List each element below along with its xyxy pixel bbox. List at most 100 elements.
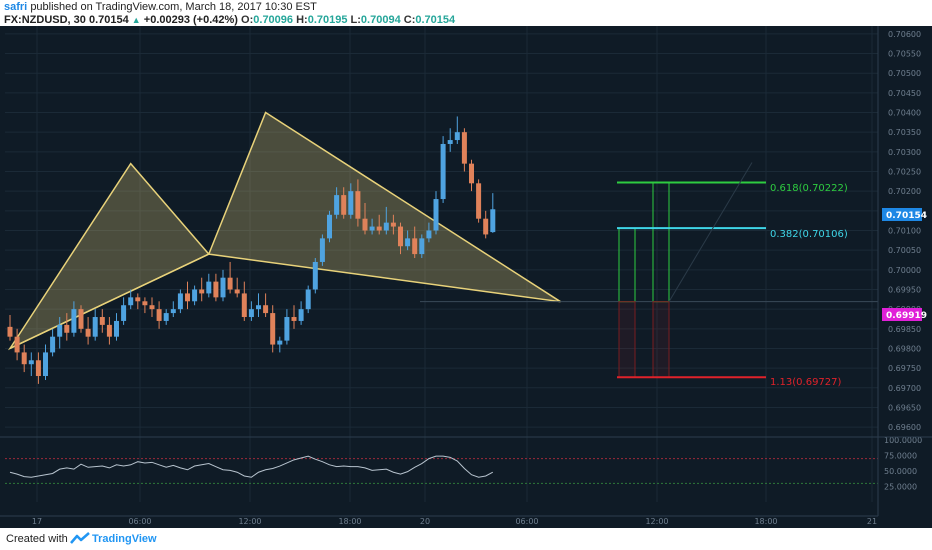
candle-body — [85, 328, 91, 337]
candle-body — [50, 336, 56, 353]
candle-body — [43, 352, 48, 377]
price-tick-label: 0.70200 — [888, 187, 921, 196]
symbol-label[interactable]: FX:NZDUSD, 30 — [4, 14, 86, 26]
last-price: 0.70154 — [88, 14, 129, 26]
candle-body — [78, 309, 84, 329]
fib-projection[interactable] — [420, 162, 878, 379]
price-tick-label: 0.70500 — [888, 69, 921, 78]
price-tick-label: 0.70550 — [888, 50, 921, 59]
up-arrow-icon: ▲ — [131, 15, 141, 25]
candle-body — [177, 293, 183, 310]
rsi-tick-label: 100.0000 — [884, 436, 922, 445]
candle-body — [234, 289, 240, 294]
price-tick-label: 0.70400 — [888, 109, 921, 118]
candle-body — [284, 317, 290, 341]
candle-body — [7, 326, 13, 337]
candle-body — [114, 320, 119, 337]
candle-body — [390, 222, 396, 227]
price-tick-label: 0.70450 — [888, 89, 921, 98]
current-price-badge: 0.70154 — [886, 211, 927, 221]
author-link[interactable]: safri — [4, 1, 28, 13]
rsi-line — [9, 455, 494, 478]
candle-body — [490, 209, 496, 233]
candle-body — [398, 226, 403, 247]
price-change: +0.00293 (+0.42%) — [143, 14, 238, 26]
candle-body — [270, 313, 276, 345]
candle-body — [426, 230, 432, 239]
grid — [5, 26, 878, 502]
time-tick-label: 06:00 — [515, 517, 538, 526]
target-price-badge-bg — [882, 308, 922, 321]
price-tick-label: 0.70100 — [888, 227, 921, 236]
candle-body — [199, 289, 205, 294]
candle-body — [405, 238, 411, 247]
candle-body — [277, 340, 283, 345]
high-value: 0.70195 — [307, 14, 348, 26]
candle-body — [170, 309, 176, 314]
candle-body — [64, 324, 70, 333]
close-value: 0.70154 — [415, 14, 456, 26]
price-tick-label: 0.70000 — [888, 266, 921, 275]
time-tick-label: 20 — [420, 517, 430, 526]
candle-body — [206, 281, 212, 294]
chart-canvas[interactable]: 100.0000 75.0000 50.0000 25.0000 0.70600 0.7… — [0, 26, 932, 528]
candle-body — [121, 305, 127, 321]
candle-body — [106, 324, 112, 337]
ohlc-line: FX:NZDUSD, 30 0.70154 ▲ +0.00293 (+0.42%… — [4, 14, 455, 27]
time-tick-label: 17 — [32, 517, 42, 526]
fib-label-618: 0.618(0.70222) — [770, 183, 848, 194]
close-label: C: — [403, 14, 416, 26]
candle-body — [469, 163, 474, 184]
candle-body — [21, 352, 27, 365]
candle-body — [14, 336, 20, 353]
rsi-panel: 100.0000 75.0000 50.0000 25.0000 — [5, 436, 922, 492]
publish-info: published on TradingView.com, March 18, … — [30, 1, 317, 13]
tradingview-brand-link[interactable]: TradingView — [92, 533, 157, 545]
candle-body — [483, 218, 489, 235]
created-with-label: Created with — [6, 533, 68, 545]
candle-body — [128, 297, 134, 306]
rsi-tick-label: 50.0000 — [884, 467, 917, 476]
candle-body — [156, 309, 162, 321]
candle-body — [461, 132, 467, 164]
price-tick-label: 0.70600 — [888, 30, 921, 39]
low-label: L: — [350, 14, 361, 26]
low-value: 0.70094 — [360, 14, 401, 26]
price-tick-label: 0.69850 — [888, 325, 921, 334]
candle-body — [447, 140, 453, 144]
candle-body — [57, 324, 63, 337]
candle-body — [440, 143, 446, 200]
candle-body — [71, 309, 77, 333]
candle-body — [383, 222, 389, 231]
candle-body — [28, 360, 34, 365]
candle-body — [341, 195, 347, 215]
candle-body — [433, 199, 439, 231]
fib-label-382: 0.382(0.70106) — [770, 229, 848, 240]
candle-body — [192, 289, 198, 302]
candle-body — [291, 317, 297, 321]
candle-body — [241, 293, 247, 318]
price-tick-label: 0.69950 — [888, 285, 921, 294]
chart-header: safri published on TradingView.com, Marc… — [0, 0, 932, 26]
time-tick-label: 12:00 — [238, 517, 261, 526]
fib-diagonal — [668, 162, 753, 302]
harmonic-pattern[interactable] — [7, 111, 561, 351]
time-tick-label: 06:00 — [128, 517, 151, 526]
candle-body — [412, 238, 418, 255]
time-tick-label: 18:00 — [338, 517, 361, 526]
tradingview-logo-icon — [70, 532, 90, 544]
candle-body — [220, 277, 226, 298]
price-tick-label: 0.70250 — [888, 168, 921, 177]
candle-body — [263, 305, 269, 314]
rsi-tick-label: 75.0000 — [884, 452, 917, 461]
candle-series — [7, 116, 496, 384]
candle-body — [362, 218, 368, 231]
candle-body — [376, 226, 382, 231]
candle-body — [142, 301, 148, 306]
publish-line: safri published on TradingView.com, Marc… — [4, 1, 317, 14]
open-value: 0.70096 — [253, 14, 294, 26]
footer: Created with TradingView — [0, 528, 932, 550]
candle-body — [35, 360, 41, 377]
pattern-leg-xb — [9, 253, 210, 350]
candle-body — [185, 293, 190, 302]
